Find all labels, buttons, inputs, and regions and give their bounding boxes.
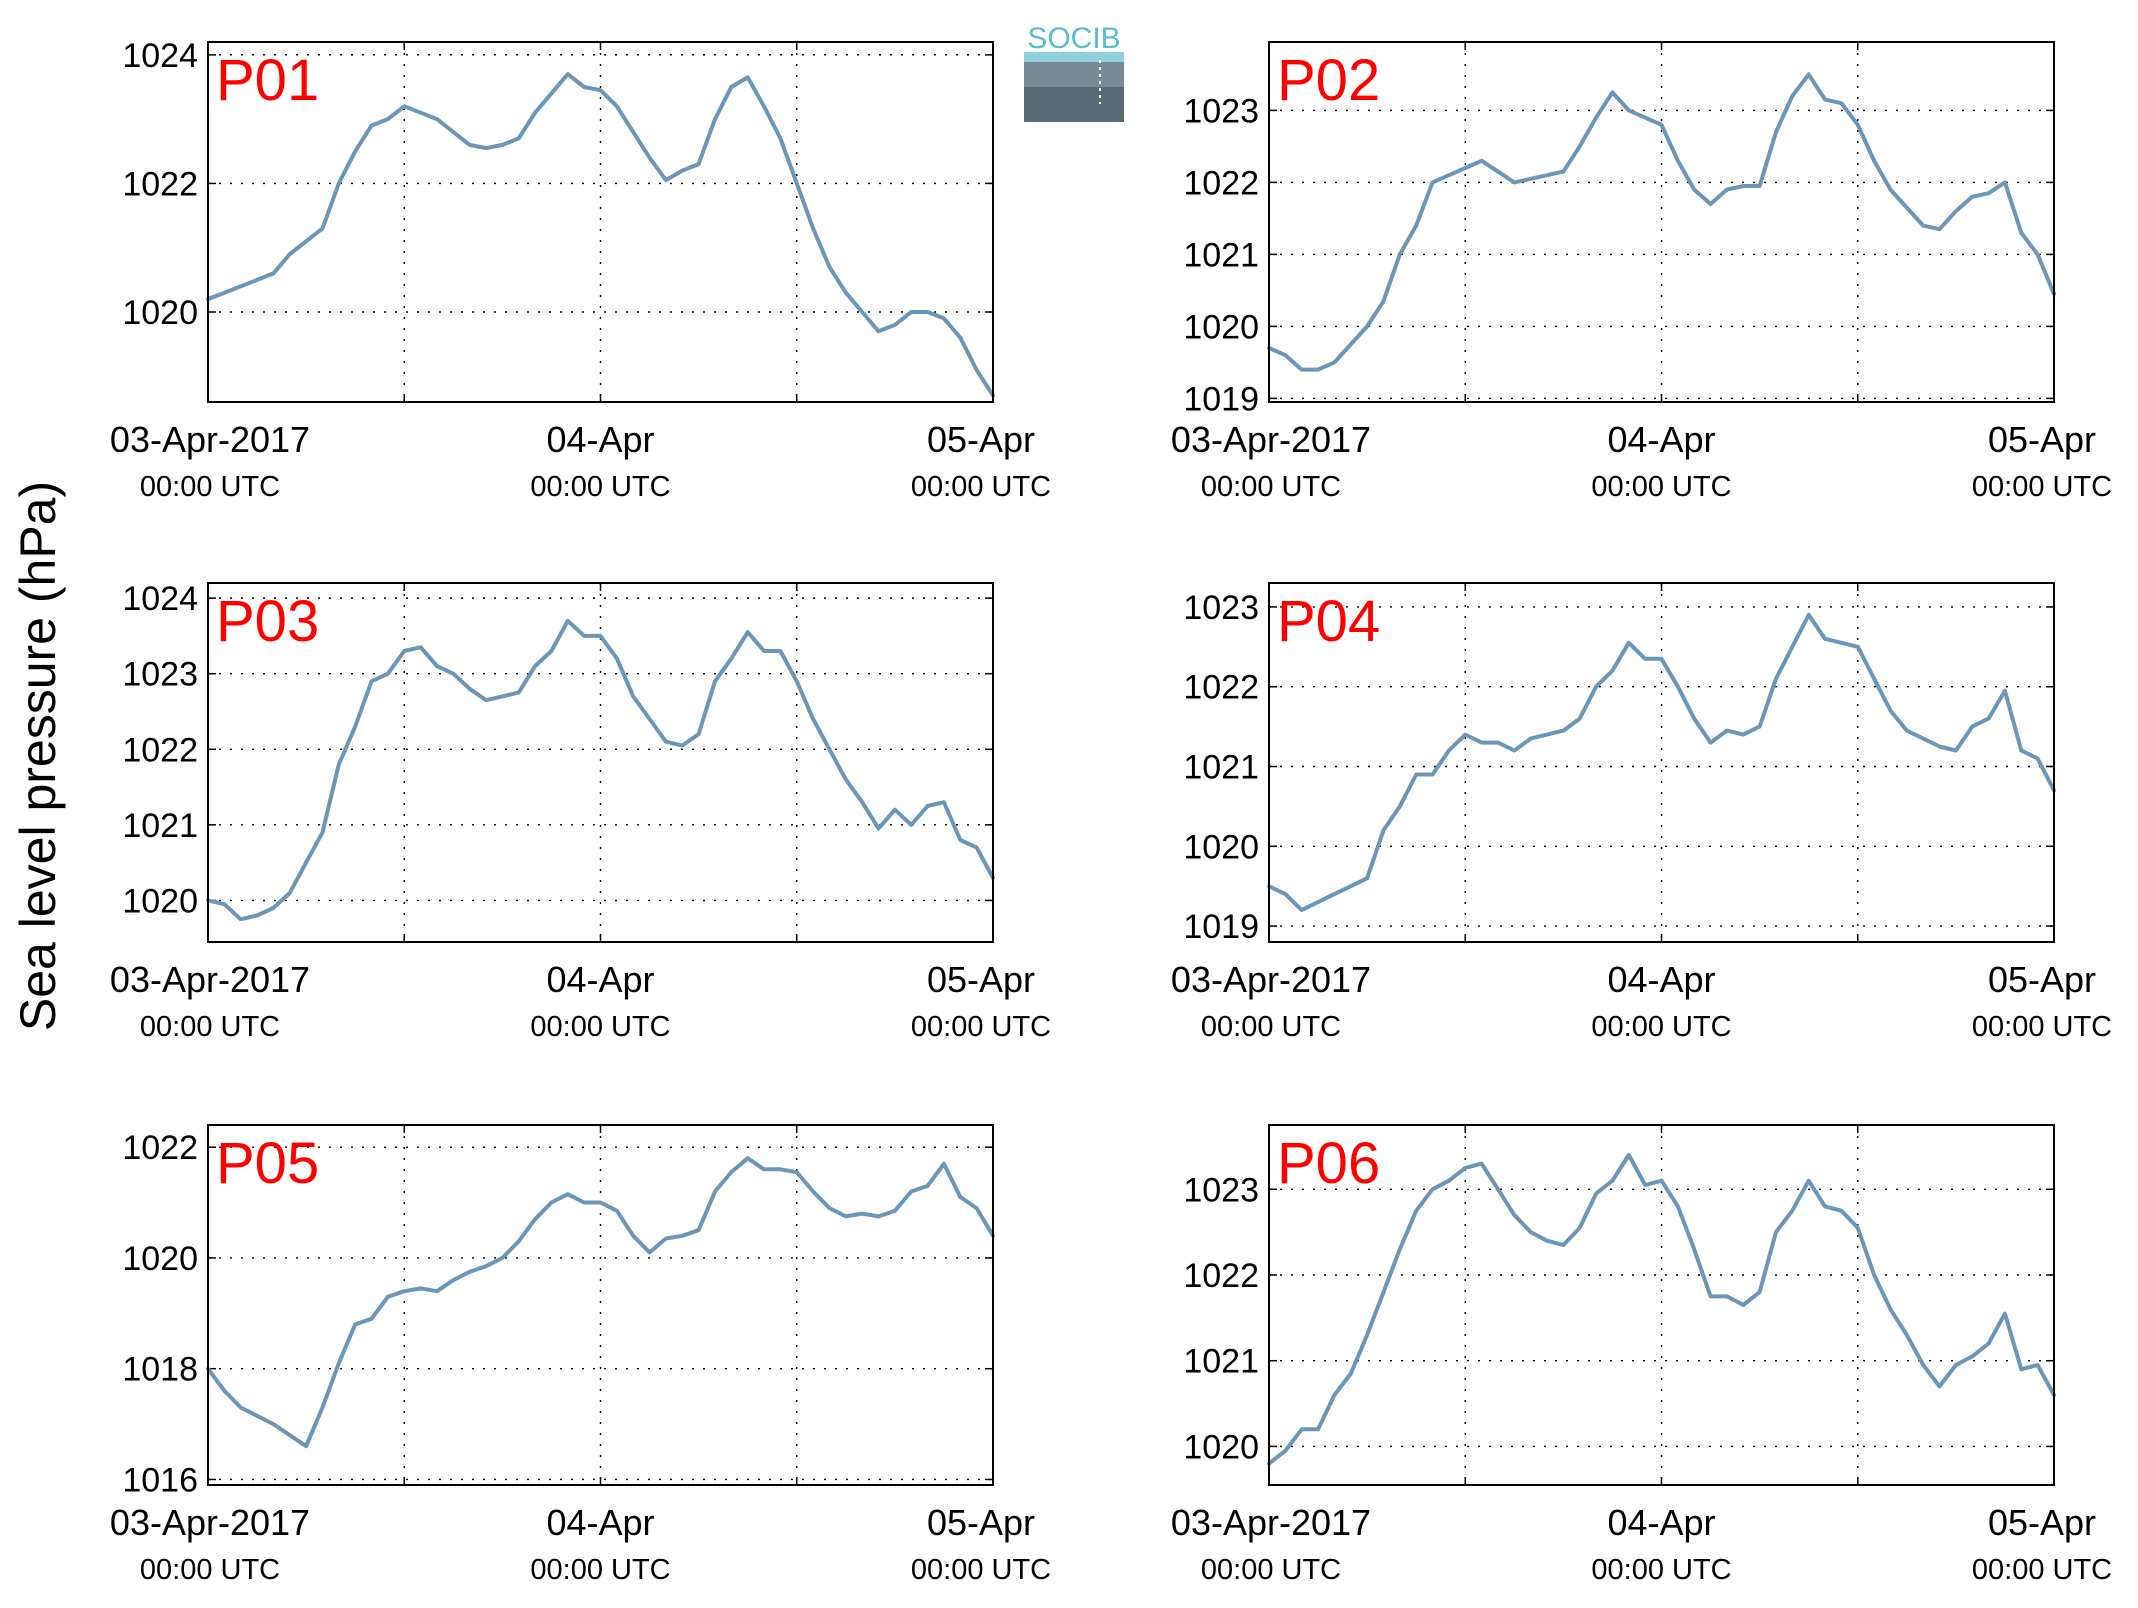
y-tick-label-3: 1022 [122,1129,198,1167]
y-tick-label-2: 1021 [1183,236,1259,274]
y-tick-label-4: 1023 [1183,92,1259,130]
series-line-p04 [1267,612,2056,913]
x-tick-label-time-2: 00:00 UTC [1972,1554,2112,1586]
panel-p04: 1019 1020 1021 1022 1023 03-Apr-2017 00:00 UTC… [1171,582,2112,1043]
x-tick-label-date-0: 03-Apr-2017 [1171,959,1371,1000]
panel-title: P02 [1277,48,1380,113]
panels: 1020 1022 1024 03-Apr-2017 00:00 UTC 04-Apr 00… [110,37,2112,1586]
x-tick-label-time-0: 00:00 UTC [1201,1554,1341,1586]
x-tick-label-time-2: 00:00 UTC [911,1011,1051,1043]
x-tick-label-date-2: 05-Apr [1988,419,2096,460]
y-tick-label-2: 1021 [1183,748,1259,786]
y-tick-label-0: 1019 [1183,908,1259,946]
y-axis-label: Sea level pressure (hPa) [10,481,66,1031]
y-tick-label-1: 1020 [1183,828,1259,866]
series-line-p05 [206,1156,995,1449]
y-tick-label-3: 1023 [122,656,198,694]
x-tick-label-time-2: 00:00 UTC [911,1554,1051,1586]
x-tick-label-time-2: 00:00 UTC [911,471,1051,503]
axes-frame [207,41,994,403]
panel-p03: 1020 1021 1022 1023 1024 03-Apr-2017 00:00 UTC… [110,580,1051,1043]
x-tick-label-time-1: 00:00 UTC [530,1554,670,1586]
y-tick-label-2: 1020 [122,1240,198,1278]
y-tick-label-1: 1020 [1183,308,1259,346]
x-tick-label-time-1: 00:00 UTC [530,1011,670,1043]
series-line-p06 [1267,1153,2056,1466]
x-tick-label-time-0: 00:00 UTC [1201,1011,1341,1043]
axes-frame [1268,1124,2055,1486]
x-tick-label-time-1: 00:00 UTC [1591,1011,1731,1043]
y-tick-label-0: 1020 [1183,1428,1259,1466]
x-tick-label-time-0: 00:00 UTC [140,471,280,503]
y-tick-label-2: 1022 [1183,1257,1259,1295]
x-tick-label-date-2: 05-Apr [927,959,1035,1000]
x-tick-label-time-0: 00:00 UTC [140,1011,280,1043]
x-tick-label-time-1: 00:00 UTC [530,471,670,503]
y-tick-label-0: 1016 [122,1461,198,1499]
logo-text: SOCIB [1027,22,1120,55]
x-tick-label-date-1: 04-Apr [1607,959,1715,1000]
y-tick-label-4: 1023 [1183,589,1259,627]
x-tick-label-date-1: 04-Apr [546,1502,654,1543]
x-tick-label-date-0: 03-Apr-2017 [1171,1502,1371,1543]
y-tick-label-1: 1021 [1183,1343,1259,1381]
x-tick-label-date-2: 05-Apr [927,419,1035,460]
y-tick-label-3: 1022 [1183,164,1259,202]
x-tick-label-date-0: 03-Apr-2017 [110,419,310,460]
y-tick-label-0: 1019 [1183,380,1259,418]
x-tick-label-date-2: 05-Apr [1988,959,2096,1000]
x-tick-label-date-1: 04-Apr [546,419,654,460]
y-tick-label-3: 1022 [1183,669,1259,707]
panel-title: P04 [1277,589,1380,654]
axes-frame [207,1124,994,1486]
y-tick-label-1: 1022 [122,165,198,203]
panel-p02: 1019 1020 1021 1022 1023 03-Apr-2017 00:00 UTC… [1171,41,2112,503]
x-tick-label-time-2: 00:00 UTC [1972,471,2112,503]
x-tick-label-date-2: 05-Apr [927,1502,1035,1543]
panel-title: P01 [216,48,319,113]
y-tick-label-1: 1018 [122,1351,198,1389]
axes-frame [207,582,994,943]
y-tick-label-3: 1023 [1183,1171,1259,1209]
socib-logo: SOCIB [1024,22,1124,122]
y-tick-label-1: 1021 [122,807,198,845]
axes-frame [1268,582,2055,943]
panel-p01: 1020 1022 1024 03-Apr-2017 00:00 UTC 04-Apr 00… [110,37,1051,503]
y-tick-label-0: 1020 [122,882,198,920]
x-tick-label-date-0: 03-Apr-2017 [1171,419,1371,460]
x-tick-label-time-2: 00:00 UTC [1972,1011,2112,1043]
series-line-p03 [206,618,995,922]
y-tick-label-2: 1024 [122,37,198,75]
panel-title: P06 [1277,1131,1380,1196]
series-line-p02 [1267,72,2056,372]
panel-p05: 1016 1018 1020 1022 03-Apr-2017 00:00 UTC 04-A… [110,1124,1051,1586]
panel-title: P03 [216,589,319,654]
y-tick-label-0: 1020 [122,294,198,332]
x-tick-label-date-1: 04-Apr [1607,1502,1715,1543]
axes-frame [1268,41,2055,403]
panel-title: P05 [216,1131,319,1196]
x-tick-label-date-2: 05-Apr [1988,1502,2096,1543]
x-tick-label-time-0: 00:00 UTC [140,1554,280,1586]
series-line-p01 [206,72,995,398]
x-tick-label-time-1: 00:00 UTC [1591,1554,1731,1586]
x-tick-label-date-1: 04-Apr [546,959,654,1000]
x-tick-label-date-0: 03-Apr-2017 [110,959,310,1000]
panel-p06: 1020 1021 1022 1023 03-Apr-2017 00:00 UTC 04-A… [1171,1124,2112,1586]
x-tick-label-date-1: 04-Apr [1607,419,1715,460]
x-tick-label-time-0: 00:00 UTC [1201,471,1341,503]
y-tick-label-2: 1022 [122,731,198,769]
x-tick-label-date-0: 03-Apr-2017 [110,1502,310,1543]
y-tick-label-4: 1024 [122,580,198,618]
x-tick-label-time-1: 00:00 UTC [1591,471,1731,503]
